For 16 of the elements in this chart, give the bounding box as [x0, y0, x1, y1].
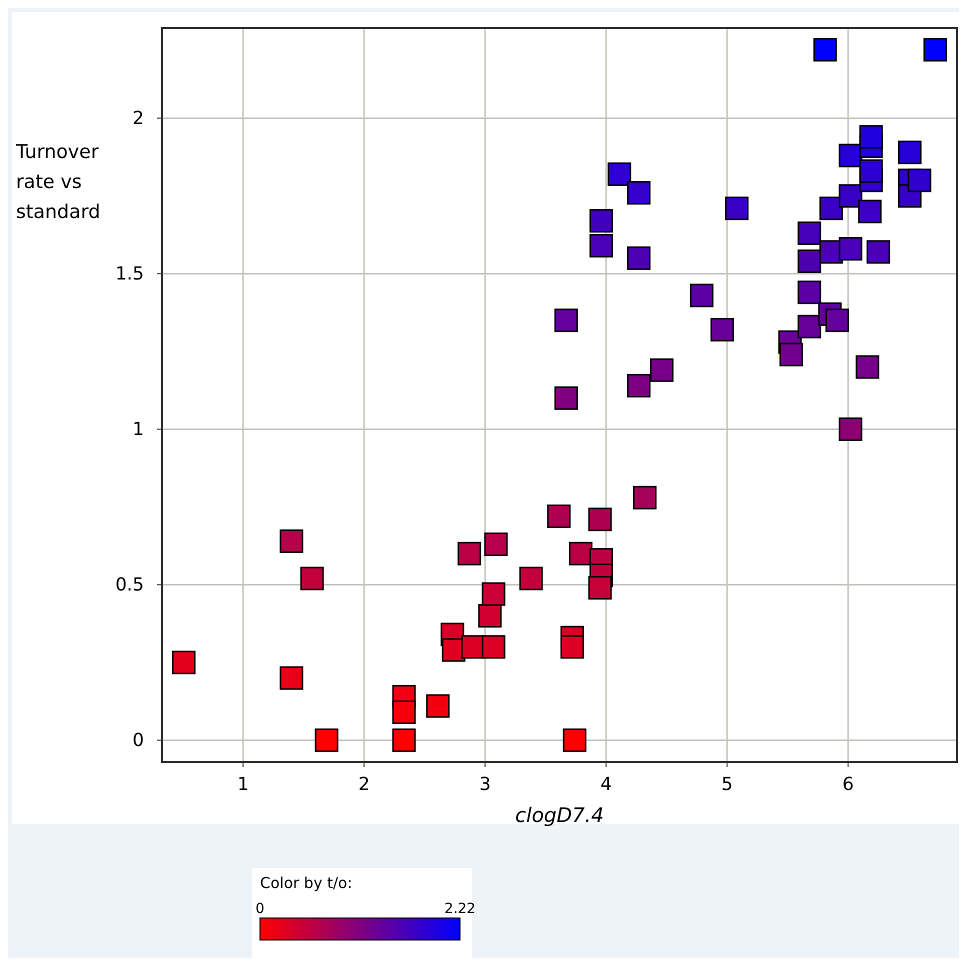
color-bar-label: 0: [256, 901, 264, 917]
x-tick-label: 3: [479, 774, 491, 795]
x-axis-title: clogD7.4: [515, 803, 604, 827]
y-tick-label: 0: [132, 730, 144, 752]
x-tick-label: 6: [842, 774, 854, 795]
x-tick-label: 5: [721, 774, 733, 795]
y-axis-title: Turnover rate vs standard: [15, 141, 100, 223]
y-tick-label: 0.5: [115, 574, 144, 596]
x-tick-label: 4: [600, 774, 612, 795]
x-tick-label: 1: [237, 774, 249, 795]
color-bar-label: 2.22: [444, 901, 476, 917]
color-bar-title: Color by t/o:: [260, 874, 352, 892]
y-tick-label: 2: [132, 108, 144, 130]
x-tick-label: 2: [358, 774, 370, 795]
y-tick-label: 1: [132, 419, 144, 440]
y-tick-label: 1.5: [115, 264, 144, 285]
